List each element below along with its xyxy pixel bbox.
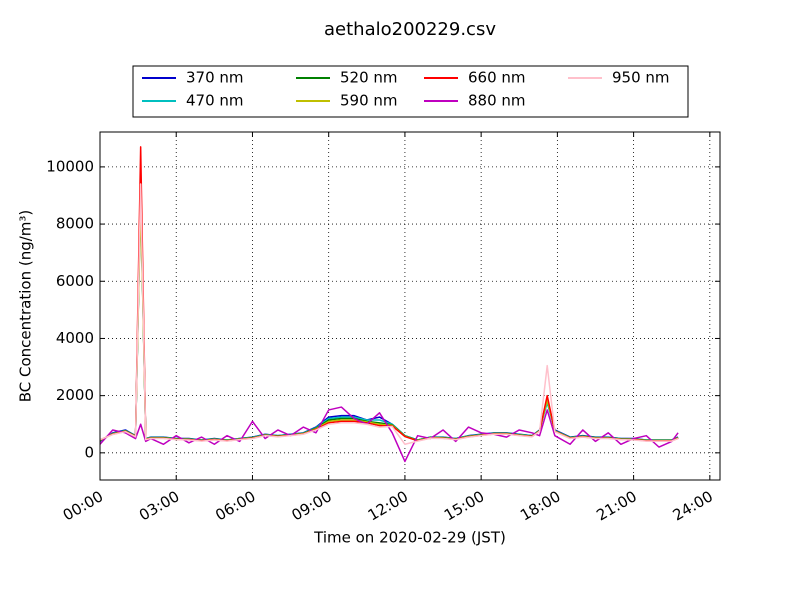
x-tick-label: 03:00 <box>136 487 182 524</box>
data-line <box>99 406 679 463</box>
x-tick-label: 18:00 <box>517 487 563 524</box>
y-tick-label: 4000 <box>56 329 94 347</box>
legend-label: 370 nm <box>186 69 244 87</box>
x-tick-label: 24:00 <box>670 487 716 524</box>
y-tick-label: 2000 <box>56 386 94 404</box>
data-line <box>99 200 679 442</box>
legend-box <box>132 65 689 118</box>
x-tick-label: 06:00 <box>212 487 258 524</box>
x-tick-label: 15:00 <box>441 487 487 524</box>
legend-label: 590 nm <box>340 92 398 110</box>
plot-frame <box>99 131 721 481</box>
data-line <box>99 197 679 442</box>
y-tick-label: 10000 <box>46 157 94 175</box>
x-tick-label: 21:00 <box>593 487 639 524</box>
data-line <box>99 189 679 442</box>
legend-label: 880 nm <box>468 92 526 110</box>
x-axis-label: Time on 2020-02-29 (JST) <box>313 529 506 547</box>
legend-label: 520 nm <box>340 69 398 87</box>
x-tick-label: 12:00 <box>365 487 411 524</box>
y-tick-label: 0 <box>84 443 94 461</box>
y-tick-label: 8000 <box>56 215 94 233</box>
legend-label: 470 nm <box>186 92 244 110</box>
data-line <box>99 146 679 442</box>
legend-label: 660 nm <box>468 69 526 87</box>
x-tick-label: 00:00 <box>60 487 106 524</box>
x-tick-label: 09:00 <box>288 487 334 524</box>
legend-label: 950 nm <box>612 69 670 87</box>
data-line <box>99 183 679 446</box>
y-tick-label: 6000 <box>56 272 94 290</box>
chart-title: aethalo200229.csv <box>324 19 496 40</box>
data-line <box>99 194 679 443</box>
y-axis-label: BC Concentration (ng/m³) <box>17 210 35 403</box>
